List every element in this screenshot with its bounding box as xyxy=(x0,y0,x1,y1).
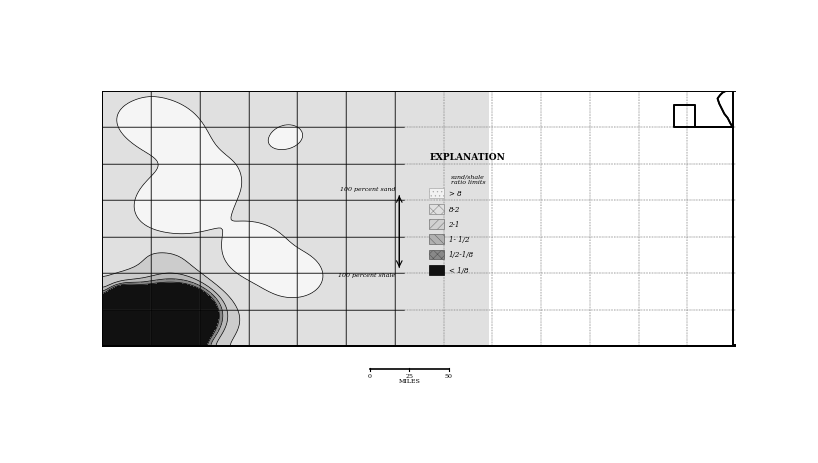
Text: 1/2-1/8: 1/2-1/8 xyxy=(448,251,474,259)
Bar xyxy=(429,219,444,229)
Bar xyxy=(429,265,444,275)
Text: 50: 50 xyxy=(445,373,453,378)
Text: 2-1: 2-1 xyxy=(448,220,460,228)
Text: 25: 25 xyxy=(405,373,413,378)
Text: 8-2: 8-2 xyxy=(448,205,460,213)
Text: sand/shale
ratio limits: sand/shale ratio limits xyxy=(451,174,486,185)
Polygon shape xyxy=(102,91,403,347)
Text: 1- 1/2: 1- 1/2 xyxy=(448,236,469,244)
Text: 0: 0 xyxy=(367,373,371,378)
Text: 100 percent sand: 100 percent sand xyxy=(339,187,395,192)
Bar xyxy=(429,204,444,214)
Text: 100 percent shale: 100 percent shale xyxy=(338,272,395,277)
Bar xyxy=(429,235,444,244)
Bar xyxy=(429,189,444,199)
Bar xyxy=(429,250,444,260)
Text: > 8: > 8 xyxy=(448,190,461,198)
Text: MILES: MILES xyxy=(398,378,420,383)
Text: EXPLANATION: EXPLANATION xyxy=(429,153,505,162)
Text: < 1/8: < 1/8 xyxy=(448,266,468,274)
